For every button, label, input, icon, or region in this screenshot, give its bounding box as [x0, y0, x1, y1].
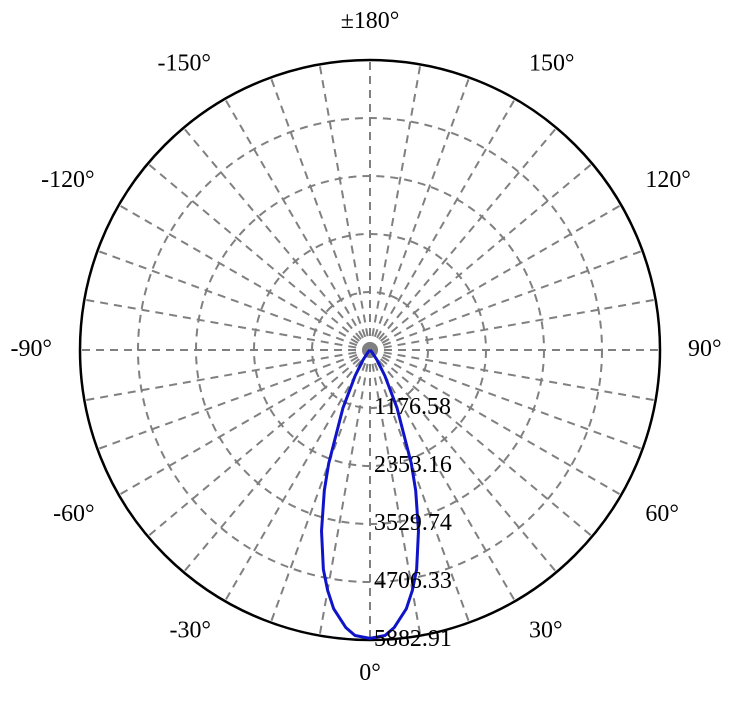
angle-label: -150°	[158, 51, 211, 77]
polar-chart: ±180° -150° -120° -90° -60° -30° 0° 30° 60° 90° 12…	[0, 0, 741, 701]
radial-label: 3529.74	[374, 510, 452, 536]
angle-label: ±180°	[341, 8, 400, 34]
radial-label: 4706.33	[374, 568, 452, 594]
radial-label: 2353.16	[374, 452, 452, 478]
radial-label: 1176.58	[374, 394, 451, 420]
angle-label: -120°	[41, 167, 94, 193]
angle-label: 90°	[688, 336, 722, 362]
angle-label: -60°	[53, 501, 94, 527]
angle-label: 0°	[359, 660, 381, 686]
radial-label: 5882.91	[374, 626, 452, 652]
angle-label: 150°	[529, 51, 574, 77]
angle-label: -30°	[170, 617, 211, 643]
angle-label: 30°	[529, 617, 563, 643]
angle-label: 60°	[645, 501, 679, 527]
angle-label: 120°	[645, 167, 690, 193]
angle-label: -90°	[11, 336, 52, 362]
